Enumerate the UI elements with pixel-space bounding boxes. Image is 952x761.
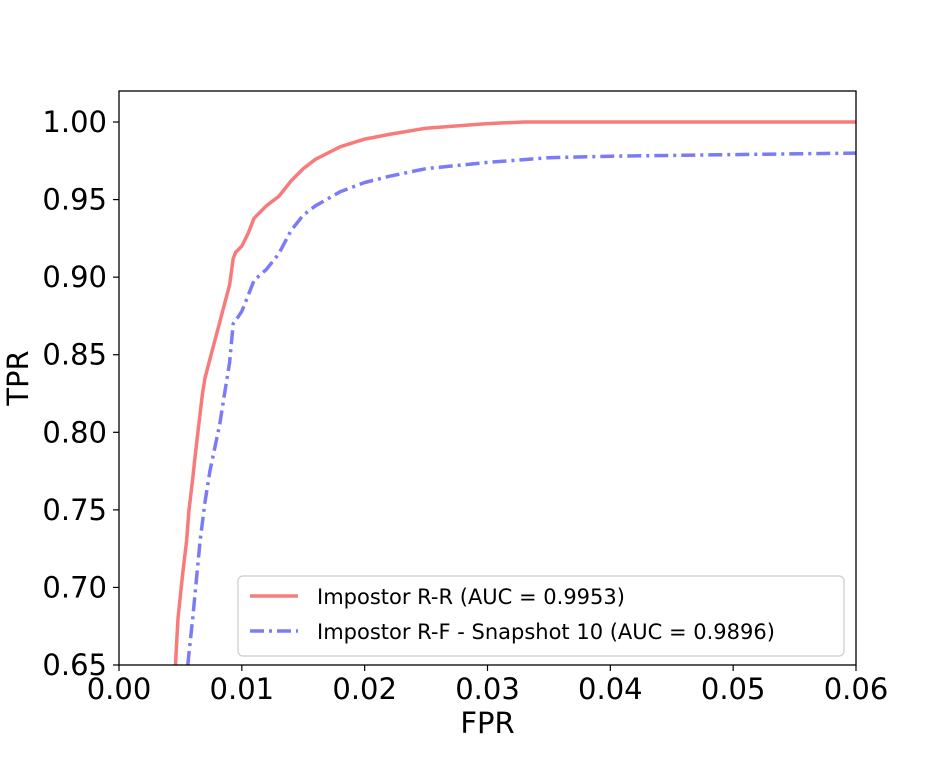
legend: Impostor R-R (AUC = 0.9953) Impostor R-F… xyxy=(237,575,845,657)
x-tick-label: 0.05 xyxy=(701,672,766,706)
series-lines xyxy=(173,120,857,666)
y-tick-label: 0.75 xyxy=(42,493,107,527)
y-tick-label: 0.65 xyxy=(42,648,107,682)
legend-label-impostor-r-f: Impostor R-F - Snapshot 10 (AUC = 0.9896… xyxy=(317,620,775,644)
y-tick-label: 0.95 xyxy=(42,183,107,217)
x-tick-label: 0.04 xyxy=(578,672,643,706)
y-axis-label: TPR xyxy=(1,350,35,406)
y-tick-label: 0.85 xyxy=(42,338,107,372)
x-tick-label: 0.03 xyxy=(455,672,520,706)
y-tick-label: 0.70 xyxy=(42,570,107,604)
x-tick-label: 0.02 xyxy=(332,672,397,706)
axis-ticks: 0.00 0.01 0.02 0.03 0.04 0.05 0.06 0.65 0.70 0.75… xyxy=(42,105,888,706)
series-line-1 xyxy=(186,151,857,666)
x-tick-label: 0.06 xyxy=(824,672,889,706)
y-tick-label: 1.00 xyxy=(42,105,107,139)
legend-box xyxy=(237,575,845,657)
legend-label-impostor-r-r: Impostor R-R (AUC = 0.9953) xyxy=(317,585,625,609)
x-tick-label: 0.01 xyxy=(210,672,275,706)
y-tick-label: 0.90 xyxy=(42,260,107,294)
series-line-0 xyxy=(173,120,856,666)
x-tick-label: 0.00 xyxy=(87,672,152,706)
x-axis-label: FPR xyxy=(460,706,514,740)
y-tick-label: 0.80 xyxy=(42,415,107,449)
